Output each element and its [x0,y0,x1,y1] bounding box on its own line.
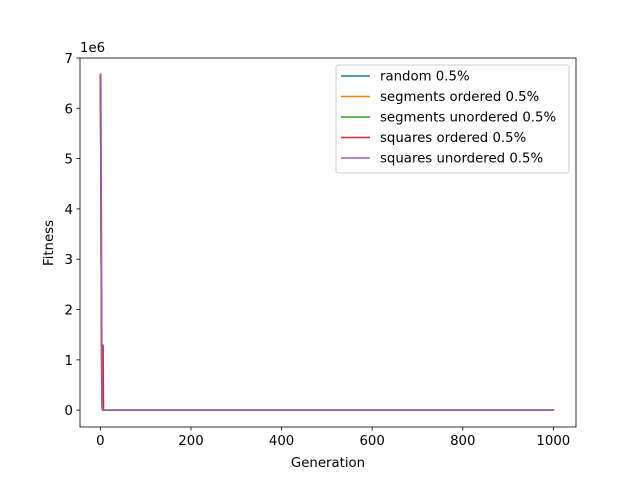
y-axis-label: Fitness [42,220,57,266]
y-tick-label: 4 [65,203,73,218]
y-tick-label: 1 [65,354,73,369]
y-tick-label: 0 [65,404,73,419]
series-layer [99,73,555,411]
axes-layer: 0 200 400 600 800 1000 0 1 2 3 4 5 6 7 [65,52,577,449]
legend-entry: squares ordered 0.5% [380,131,526,146]
legend-entry: random 0.5% [380,70,470,85]
x-tick-label: 600 [359,434,384,449]
y-tick-label: 5 [65,153,73,168]
x-tick-label: 1000 [536,434,570,449]
x-tick-label: 200 [178,434,203,449]
y-tick-label: 3 [65,253,73,268]
series-line-5 [99,73,555,411]
x-tick-label: 400 [269,434,294,449]
legend-box [335,64,570,174]
x-axis-label: Generation [291,456,365,471]
axes-frame [79,57,577,428]
x-tick-label: 800 [450,434,475,449]
legend-entry: segments ordered 0.5% [380,90,539,105]
x-tick-label: 0 [96,434,104,449]
legend-entry: squares unordered 0.5% [380,152,543,167]
legend-entry: segments unordered 0.5% [380,111,556,126]
y-tick-label: 6 [65,102,73,117]
legend: random 0.5% segments ordered 0.5% segments… [335,64,570,174]
y-offset-label: 1e6 [80,41,105,56]
y-tick-label: 2 [65,304,73,319]
y-tick-label: 7 [65,52,73,67]
